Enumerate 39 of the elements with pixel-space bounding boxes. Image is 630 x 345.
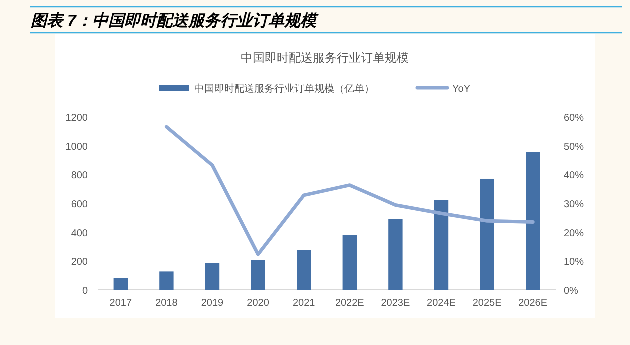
bar xyxy=(480,178,494,290)
y2-tick-label: 0% xyxy=(564,286,579,297)
y-tick-label: 0 xyxy=(82,286,88,297)
y2-tick-label: 10% xyxy=(564,257,584,268)
chart-title: 图表 7：中国即时配送服务行业订单规模 xyxy=(31,12,320,30)
y-tick-label: 400 xyxy=(71,228,88,240)
y2-tick-label: 30% xyxy=(564,200,584,210)
legend-label: 中国即时配送服务行业订单规模（亿单） xyxy=(194,83,374,95)
x-tick-label: 2020 xyxy=(247,298,270,309)
x-tick-label: 2024E xyxy=(427,298,456,309)
y2-tick-label: 40% xyxy=(564,170,584,182)
bar xyxy=(526,152,540,290)
y2-tick-label: 50% xyxy=(564,142,584,153)
bar xyxy=(251,260,266,290)
bar xyxy=(160,272,174,290)
x-tick-label: 2021 xyxy=(292,298,316,309)
chart-subtitle: 中国即时配送服务行业订单规模 xyxy=(241,51,409,65)
x-tick-label: 2019 xyxy=(201,298,224,309)
bar xyxy=(434,200,449,290)
y-tick-label: 1200 xyxy=(66,113,88,124)
y-tick-label: 200 xyxy=(71,257,88,268)
bar xyxy=(388,220,403,290)
x-tick-label: 2025E xyxy=(472,298,502,309)
y-tick-label: 1000 xyxy=(66,142,88,153)
x-tick-label: 2023E xyxy=(381,298,410,309)
x-tick-label: 2017 xyxy=(110,298,132,309)
y2-tick-label: 20% xyxy=(564,228,584,240)
x-tick-label: 2022E xyxy=(335,298,365,309)
x-tick-label: 2018 xyxy=(156,298,178,309)
bar xyxy=(114,278,128,290)
y-tick-label: 800 xyxy=(71,170,88,182)
bar xyxy=(297,250,312,290)
bar xyxy=(342,236,357,290)
bar xyxy=(205,263,220,290)
y-tick-label: 600 xyxy=(71,200,88,210)
legend-label: YoY xyxy=(452,84,471,95)
y2-tick-label: 60% xyxy=(564,113,584,124)
x-tick-label: 2026E xyxy=(518,298,548,309)
line-series xyxy=(164,125,535,256)
